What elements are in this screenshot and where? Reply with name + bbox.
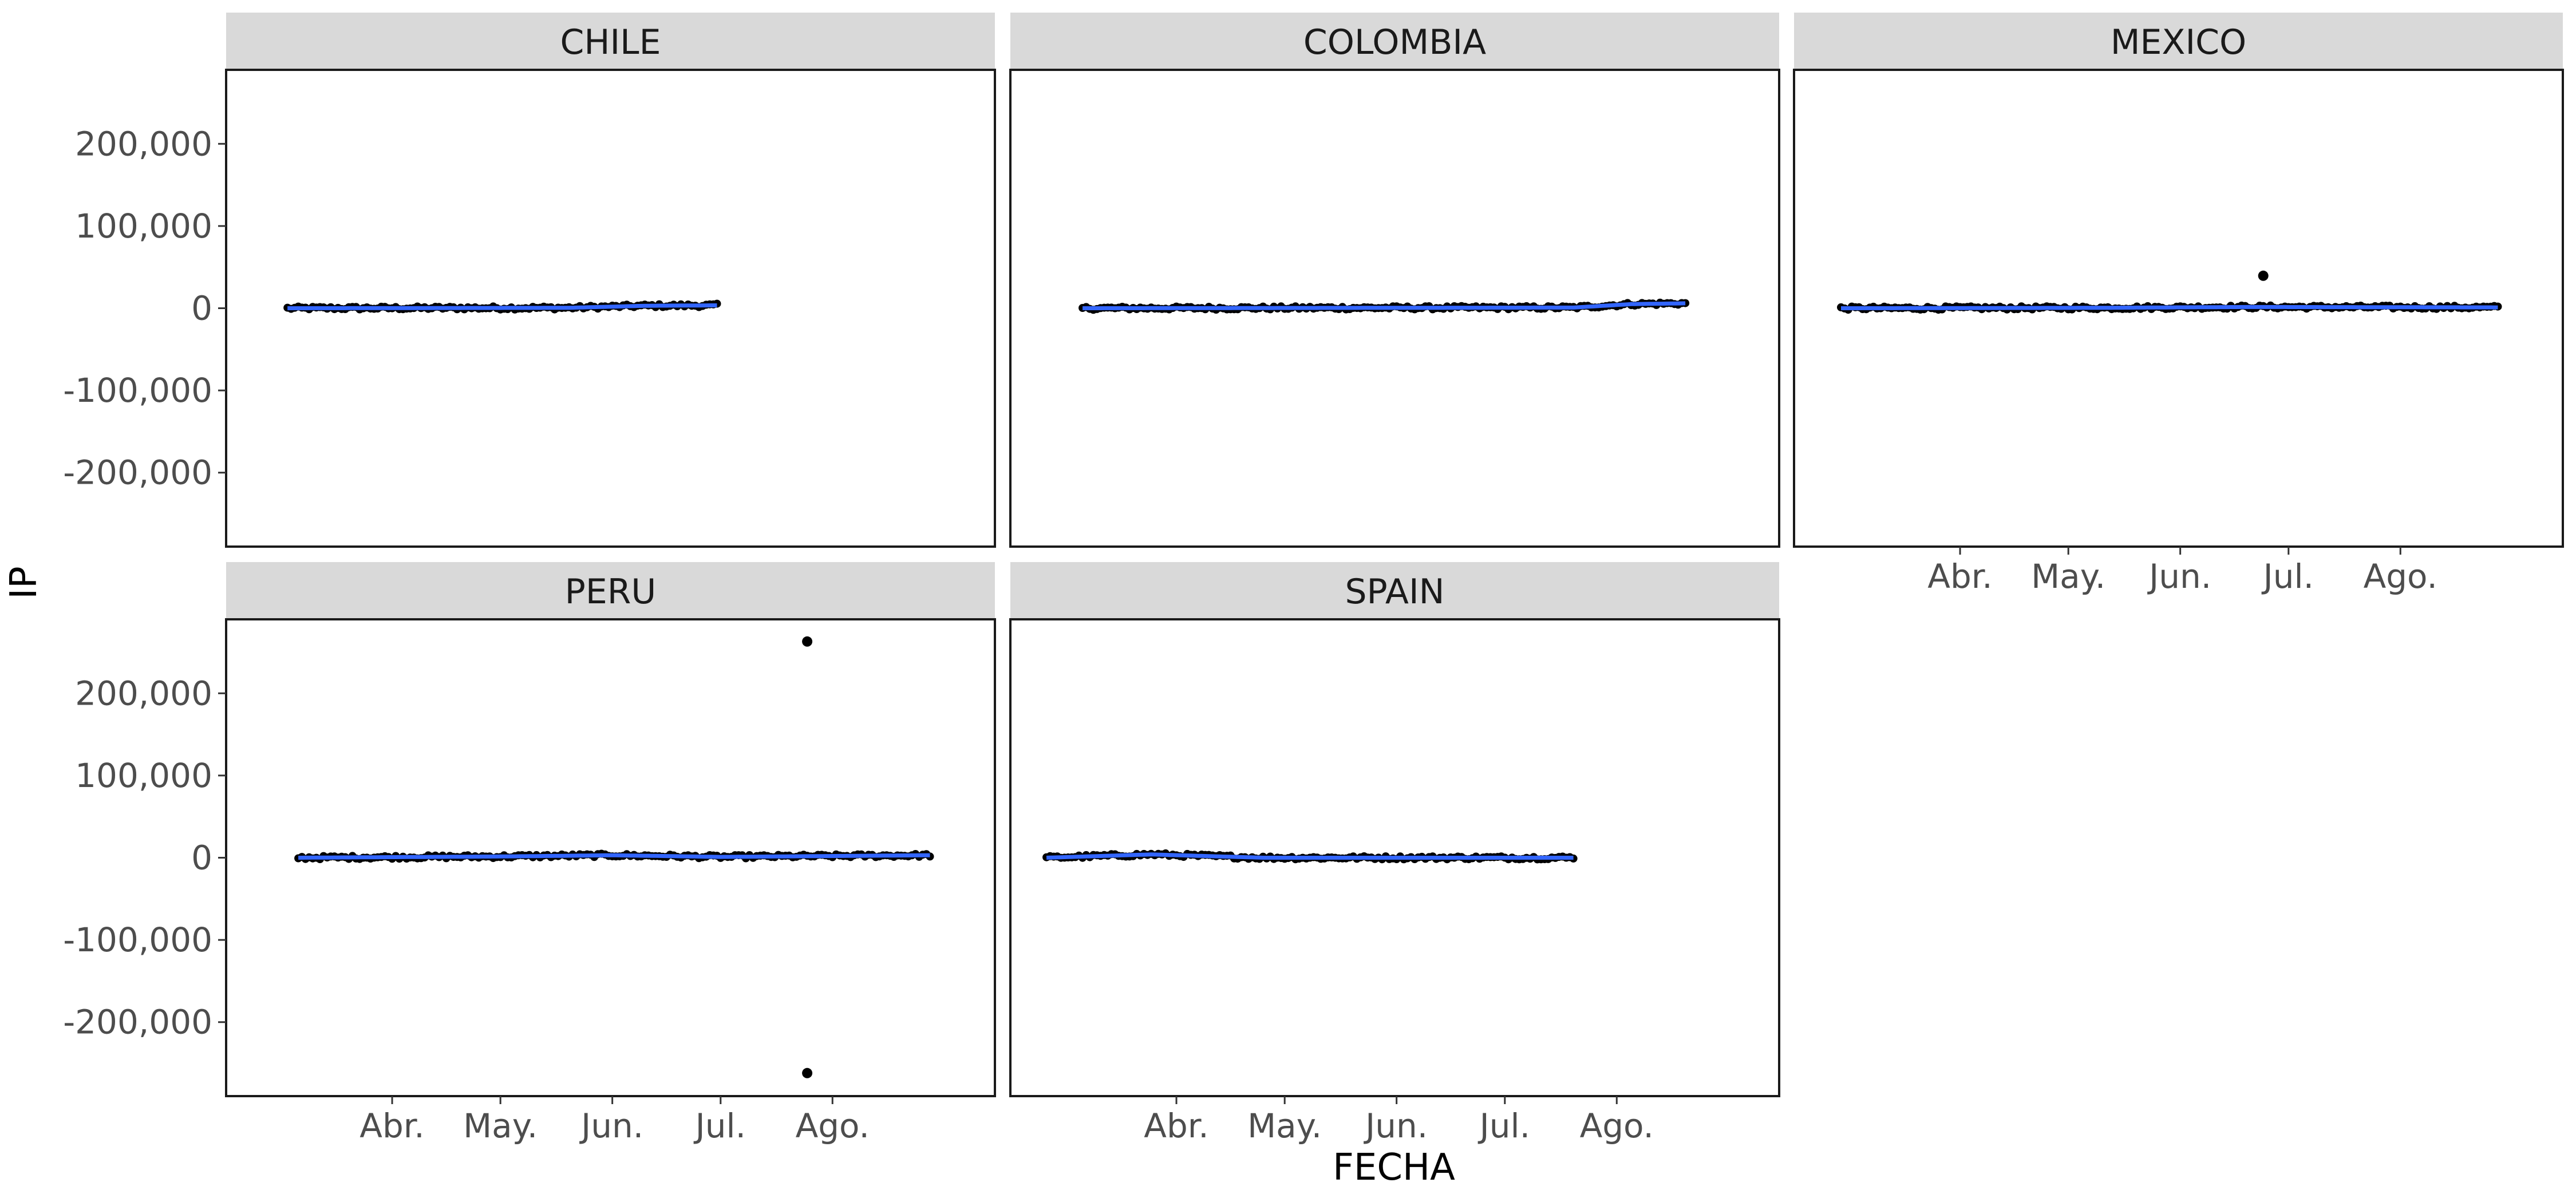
facet-panel: SPAIN Abr. May. Jun. Jul. Ago. bbox=[1009, 562, 1780, 1145]
x-tick-label: Jun. bbox=[2147, 557, 2211, 596]
facet-strip-label: PERU bbox=[565, 572, 657, 612]
facet-strip bbox=[1010, 13, 1779, 70]
smooth-line bbox=[1082, 301, 1686, 310]
x-tick-label: Jul. bbox=[694, 1106, 746, 1145]
x-tick-label: Jun. bbox=[1364, 1106, 1428, 1145]
smooth-line bbox=[1841, 305, 2498, 310]
x-tick-label: Abr. bbox=[359, 1106, 424, 1145]
y-tick-label: 100,000 bbox=[75, 756, 212, 795]
x-axis-title: FECHA bbox=[1333, 1146, 1455, 1189]
smooth-line bbox=[1046, 852, 1574, 860]
facet-strip bbox=[226, 562, 995, 619]
outlier-point bbox=[802, 636, 813, 647]
facet-strip-label: COLOMBIA bbox=[1303, 22, 1486, 62]
y-tick-label: 0 bbox=[191, 839, 212, 877]
facet-strip-label: SPAIN bbox=[1345, 572, 1444, 612]
x-tick-label: Abr. bbox=[1144, 1106, 1208, 1145]
x-tick-label: Jul. bbox=[2262, 557, 2314, 596]
outlier-point bbox=[2258, 270, 2269, 281]
y-axis-title: IP bbox=[3, 566, 45, 599]
x-tick-label: May. bbox=[463, 1106, 538, 1145]
y-tick-label: 200,000 bbox=[75, 674, 212, 713]
facet-panel: CHILE 200,000 100,000 0 -100,000 -200,000 bbox=[63, 13, 996, 548]
facet-strip-label: MEXICO bbox=[2111, 22, 2247, 62]
x-tick-label: Jul. bbox=[1478, 1106, 1530, 1145]
y-tick-label: -200,000 bbox=[63, 1003, 212, 1042]
x-tick-label: Ago. bbox=[796, 1106, 870, 1145]
y-tick-label: -200,000 bbox=[63, 453, 212, 492]
x-tick-label: Ago. bbox=[2364, 557, 2437, 596]
x-tick-label: Abr. bbox=[1927, 557, 1992, 596]
y-tick-label: 100,000 bbox=[75, 207, 212, 246]
facet-strip bbox=[1794, 13, 2563, 70]
x-tick-label: May. bbox=[2031, 557, 2105, 596]
facet-panel: COLOMBIA bbox=[1009, 13, 1780, 548]
facet-strip bbox=[1010, 562, 1779, 619]
facet-strip bbox=[226, 13, 995, 70]
y-tick-label: 200,000 bbox=[75, 124, 212, 163]
y-tick-label: -100,000 bbox=[63, 371, 212, 410]
facet-panels: CHILE 200,000 100,000 0 -100,000 -200,000 COLO… bbox=[63, 13, 2564, 1145]
x-tick-label: Ago. bbox=[1580, 1106, 1654, 1145]
x-tick-label: Jun. bbox=[579, 1106, 643, 1145]
smooth-line bbox=[298, 853, 930, 860]
x-tick-label: May. bbox=[1247, 1106, 1322, 1145]
facet-panel: PERU 200,000 100,000 0 -100,000 -200,000 Abr. M… bbox=[63, 562, 996, 1145]
y-tick-label: -100,000 bbox=[63, 920, 212, 959]
facet-strip-label: CHILE bbox=[560, 22, 661, 62]
smooth-line bbox=[287, 303, 717, 310]
y-tick-label: 0 bbox=[191, 289, 212, 328]
outlier-point bbox=[802, 1067, 813, 1078]
facet-panel: MEXICO Abr. May. Jun. Jul. Ago. bbox=[1793, 13, 2564, 596]
